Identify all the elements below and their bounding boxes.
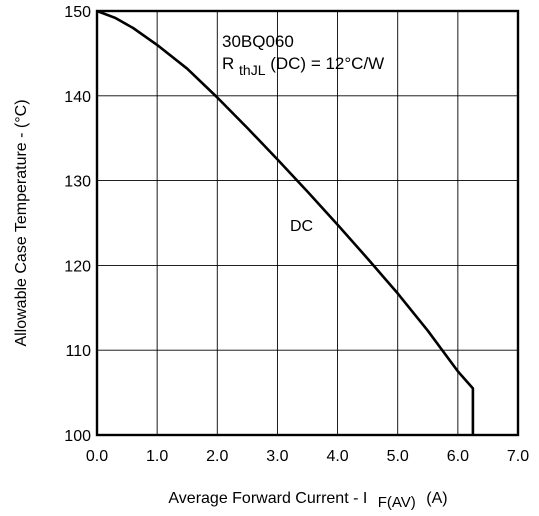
y-axis-label: Allowable Case Temperature - (°C) [13,99,30,346]
rth-suffix: (DC) = 12°C/W [270,54,384,73]
x-tick-label-2: 2.0 [206,448,228,465]
x-axis-label: Average Forward Current - I F(AV) (A) [168,490,447,511]
thermal-resistance-label: R thJL (DC) = 12°C/W [222,54,384,79]
x-tick-label-0: 0.0 [86,448,108,465]
rth-prefix: R [222,54,234,73]
y-axis-ticks: 100 110 120 130 140 150 [64,4,91,445]
y-tick-label-0: 100 [64,428,91,445]
y-tick-label-3: 130 [64,174,91,191]
x-axis-label-sub: F(AV) [378,494,416,511]
x-axis-label-main: Average Forward Current - I [168,490,367,507]
y-tick-label-2: 120 [64,258,91,275]
series-line-dc [96,9,475,435]
x-tick-label-4: 4.0 [326,448,348,465]
y-tick-label-4: 140 [64,89,91,106]
x-tick-label-3: 3.0 [266,448,288,465]
rth-subscript: thJL [239,62,266,78]
x-tick-label-6: 6.0 [447,448,469,465]
x-tick-label-1: 1.0 [146,448,168,465]
x-tick-label-7: 7.0 [507,448,529,465]
x-axis-ticks: 0.0 1.0 2.0 3.0 4.0 5.0 6.0 7.0 [86,448,529,465]
x-axis-label-unit: (A) [426,490,447,507]
y-tick-label-5: 150 [64,4,91,21]
y-tick-label-1: 110 [65,343,91,360]
x-tick-label-5: 5.0 [387,448,409,465]
curve-label-dc: DC [290,218,313,235]
part-number-label: 30BQ060 [222,32,294,51]
plot-frame [95,9,520,437]
